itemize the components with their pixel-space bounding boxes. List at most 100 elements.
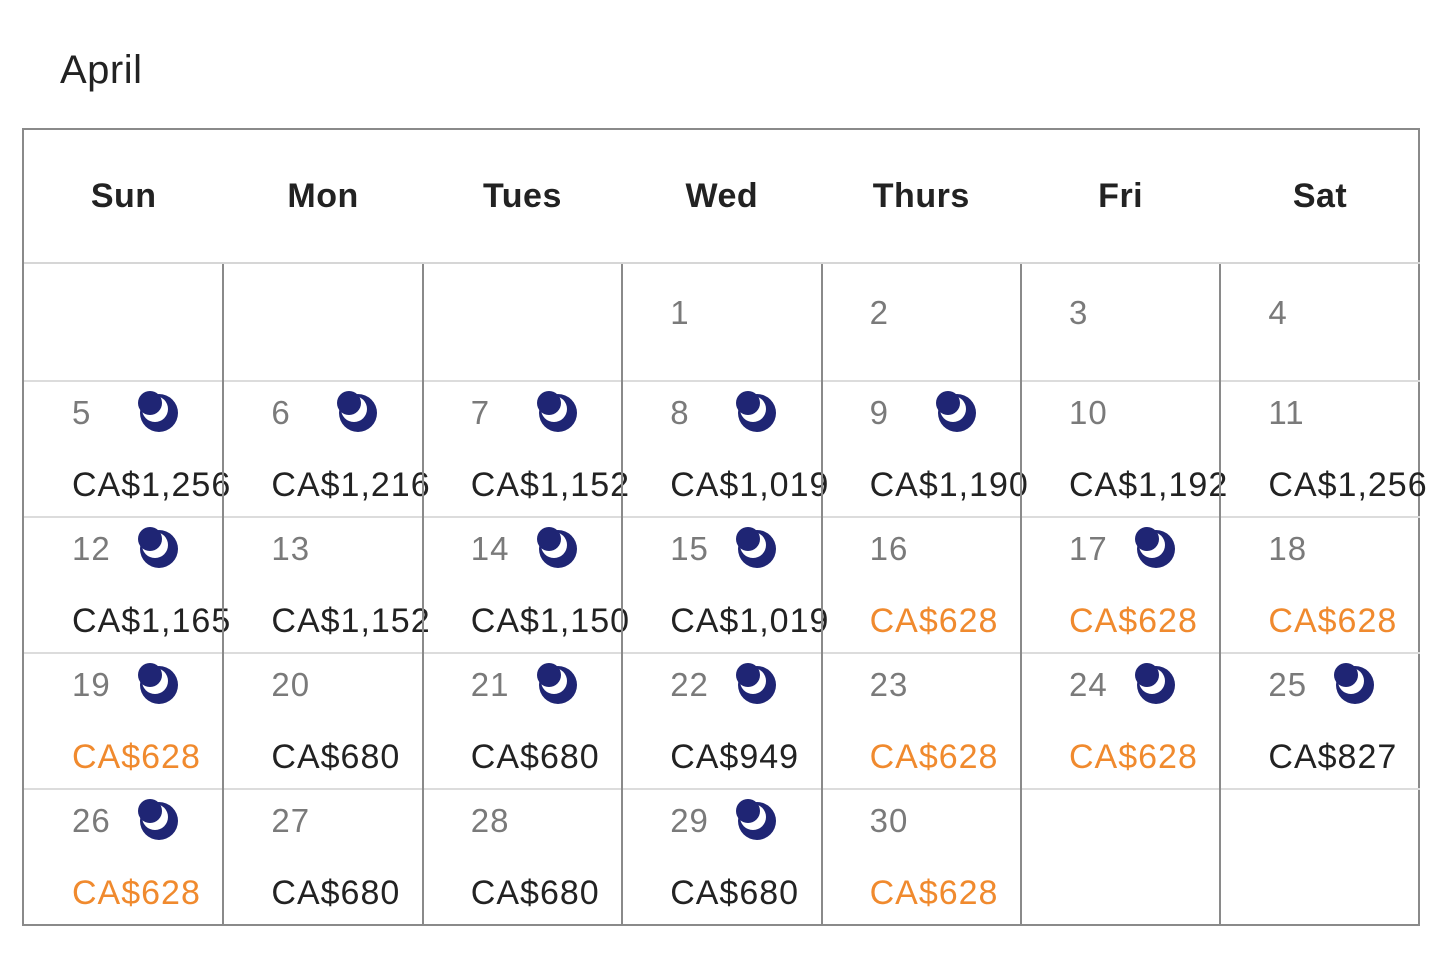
day-cell-17[interactable]: 17 CA$628	[1021, 518, 1220, 652]
price: CA$680	[470, 874, 600, 912]
day-cell-26[interactable]: 26 CA$628	[24, 790, 223, 924]
moon-icon	[935, 391, 976, 432]
price: CA$1,190	[869, 466, 1029, 504]
column-divider	[222, 264, 225, 924]
price: CA$1,165	[72, 602, 232, 640]
day-number: 5	[72, 394, 92, 431]
day-cell-29[interactable]: 29 CA$680	[622, 790, 821, 924]
column-divider	[1020, 264, 1022, 924]
day-number: 16	[869, 530, 909, 567]
day-cell-16[interactable]: 16 CA$628	[822, 518, 1021, 652]
day-cell-27[interactable]: 27 CA$680	[223, 790, 422, 924]
moon-icon	[536, 663, 577, 704]
day-cell-30[interactable]: 30 CA$628	[822, 790, 1021, 924]
price: CA$1,152	[470, 466, 631, 504]
deal-price: CA$628	[869, 738, 999, 776]
price-calendar: Sun Mon Tues Wed Thurs Fri Sat 1 2 3 4 5 CA$1…	[22, 128, 1427, 926]
day-cell-empty	[423, 264, 622, 380]
day-number: 24	[1069, 666, 1108, 703]
day-cell-15[interactable]: 15 CA$1,019	[622, 518, 828, 652]
day-cell-empty	[24, 264, 223, 380]
day-cell-8[interactable]: 8 CA$1,019	[622, 382, 828, 516]
day-number: 25	[1268, 666, 1308, 703]
day-cell-25[interactable]: 25 CA$827	[1220, 654, 1419, 788]
day-number: 10	[1069, 394, 1108, 431]
price: CA$1,150	[470, 602, 631, 640]
day-number: 17	[1069, 530, 1108, 567]
day-cell-3: 3	[1021, 264, 1220, 380]
day-number: 27	[271, 802, 311, 839]
day-cell-24[interactable]: 24 CA$628	[1021, 654, 1220, 788]
day-cell-1: 1	[622, 264, 821, 380]
day-cell-empty	[1021, 790, 1220, 924]
moon-icon	[736, 391, 777, 432]
weekday-tue: Tues	[483, 176, 562, 215]
price: CA$1,192	[1069, 466, 1229, 504]
week-row: 12 CA$1,165 13 CA$1,152 14 CA$1,150 15 CA$1,019…	[24, 518, 1420, 654]
day-number: 26	[72, 802, 111, 839]
weekday-fri: Fri	[1098, 176, 1144, 215]
column-divider	[1219, 264, 1222, 924]
price: CA$1,256	[72, 466, 232, 504]
day-number: 20	[271, 666, 311, 703]
weekday-thu: Thurs	[872, 176, 970, 215]
week-row: 19 CA$628 20 CA$680 21 CA$680 22 CA$949 23 CA$628…	[24, 654, 1420, 790]
deal-price: CA$628	[869, 874, 999, 912]
day-number: 4	[1268, 294, 1288, 331]
price: CA$680	[670, 874, 800, 912]
deal-price: CA$628	[1268, 602, 1398, 640]
day-cell-23[interactable]: 23 CA$628	[822, 654, 1021, 788]
moon-icon	[1135, 527, 1175, 568]
moon-icon	[138, 799, 178, 840]
day-number: 11	[1268, 394, 1305, 431]
day-number: 22	[670, 666, 709, 703]
weekday-mon: Mon	[287, 176, 359, 215]
day-cell-21[interactable]: 21 CA$680	[423, 654, 622, 788]
day-number: 12	[72, 530, 111, 567]
price: CA$680	[470, 738, 600, 776]
deal-price: CA$628	[1069, 738, 1198, 776]
day-cell-7[interactable]: 7 CA$1,152	[423, 382, 629, 516]
day-number: 21	[470, 666, 510, 703]
moon-icon	[536, 391, 577, 432]
day-cell-4: 4	[1220, 264, 1419, 380]
day-cell-empty	[1220, 790, 1419, 924]
moon-icon	[337, 391, 378, 432]
weekday-header: Sun Mon Tues Wed Thurs Fri Sat	[24, 130, 1420, 264]
moon-icon	[1334, 663, 1375, 704]
day-number: 18	[1268, 530, 1308, 567]
price: CA$1,152	[271, 602, 431, 640]
day-cell-18[interactable]: 18 CA$628	[1220, 518, 1419, 652]
price: CA$1,216	[271, 466, 431, 504]
day-cell-12[interactable]: 12 CA$1,165	[24, 518, 230, 652]
moon-icon	[736, 663, 777, 704]
price: CA$1,019	[670, 466, 830, 504]
day-cell-19[interactable]: 19 CA$628	[24, 654, 223, 788]
moon-icon	[138, 663, 178, 704]
day-number: 9	[869, 394, 889, 431]
deal-price: CA$628	[72, 738, 201, 776]
day-cell-5[interactable]: 5 CA$1,256	[24, 382, 230, 516]
deal-price: CA$628	[869, 602, 999, 640]
day-number: 3	[1069, 294, 1089, 331]
day-cell-6[interactable]: 6 CA$1,216	[223, 382, 430, 516]
moon-icon	[1135, 663, 1175, 704]
day-number: 28	[470, 802, 510, 839]
week-row: 26 CA$628 27 CA$680 28 CA$680 29 CA$680 30 CA$628	[24, 790, 1420, 924]
day-number: 8	[670, 394, 690, 431]
day-cell-28[interactable]: 28 CA$680	[423, 790, 622, 924]
column-divider	[421, 264, 424, 924]
day-number: 7	[470, 394, 491, 431]
day-cell-9[interactable]: 9 CA$1,190	[822, 382, 1028, 516]
day-cell-11[interactable]: 11 CA$1,256	[1220, 382, 1426, 516]
day-number: 6	[271, 394, 291, 431]
day-cell-14[interactable]: 14 CA$1,150	[423, 518, 629, 652]
day-cell-22[interactable]: 22 CA$949	[622, 654, 821, 788]
day-number: 30	[869, 802, 909, 839]
day-cell-13[interactable]: 13 CA$1,152	[223, 518, 429, 652]
price: CA$827	[1268, 738, 1398, 776]
day-number: 1	[670, 294, 690, 331]
weekday-sat: Sat	[1292, 176, 1348, 215]
day-cell-10[interactable]: 10 CA$1,192	[1021, 382, 1227, 516]
day-cell-20[interactable]: 20 CA$680	[223, 654, 422, 788]
